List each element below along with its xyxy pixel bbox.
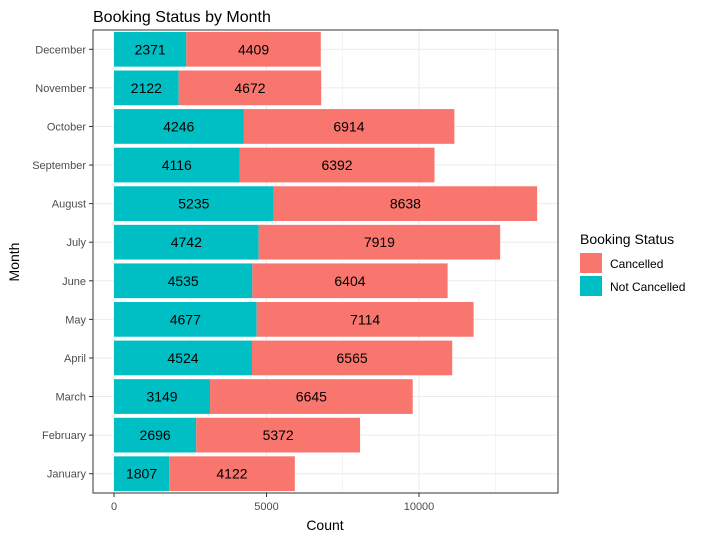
y-tick-label-november: November <box>35 83 86 95</box>
bar-cancelled-june <box>252 263 448 299</box>
legend-key-not-cancelled <box>580 276 602 296</box>
bar-not-cancelled-july <box>114 224 259 260</box>
y-tick-label-august: August <box>52 199 86 211</box>
data-label-not-cancelled-may: 4677 <box>170 311 201 327</box>
data-label-not-cancelled-february: 2696 <box>140 427 171 443</box>
y-tick-label-january: January <box>47 469 87 481</box>
y-tick-label-july: July <box>66 237 86 249</box>
legend: Cancelled Not Cancelled <box>580 253 685 296</box>
data-label-cancelled-may: 7114 <box>350 311 380 327</box>
data-label-cancelled-november: 4672 <box>234 80 265 96</box>
data-label-not-cancelled-june: 4535 <box>168 273 199 289</box>
data-label-cancelled-january: 4122 <box>216 466 247 482</box>
legend-label-cancelled: Cancelled <box>610 257 663 271</box>
y-axis-ticks: January February March April May June July Augu… <box>32 44 93 481</box>
bars-layer <box>114 31 538 492</box>
bar-cancelled-march <box>210 379 413 414</box>
y-tick-label-february: February <box>42 430 87 442</box>
bar-cancelled-september <box>239 147 435 183</box>
y-tick-label-april: April <box>64 353 86 365</box>
bar-not-cancelled-december <box>114 31 187 67</box>
y-tick-label-may: May <box>65 314 86 326</box>
bar-not-cancelled-october <box>114 109 244 144</box>
y-tick-label-october: October <box>47 121 86 133</box>
y-tick-label-december: December <box>35 44 86 56</box>
data-label-cancelled-june: 6404 <box>334 273 365 289</box>
bar-cancelled-july <box>258 224 501 260</box>
bar-cancelled-january <box>169 456 295 492</box>
bar-not-cancelled-february <box>114 417 197 453</box>
bar-not-cancelled-may <box>114 302 257 337</box>
x-tick-label-10000: 10000 <box>404 501 435 513</box>
data-label-not-cancelled-december: 2371 <box>135 41 166 57</box>
data-labels-layer: 1807 4122 2696 5372 3149 6645 4524 6565 4677 7114… <box>126 41 421 481</box>
data-label-cancelled-december: 4409 <box>238 41 269 57</box>
data-label-cancelled-october: 6914 <box>333 118 364 134</box>
y-tick-label-march: March <box>55 392 86 404</box>
bar-cancelled-february <box>196 417 361 453</box>
data-label-cancelled-july: 7919 <box>364 234 395 250</box>
bar-cancelled-november <box>178 70 322 106</box>
bar-cancelled-october <box>243 109 455 144</box>
x-axis-title: Count <box>306 517 343 533</box>
data-label-not-cancelled-october: 4246 <box>163 118 194 134</box>
data-label-cancelled-august: 8638 <box>390 196 421 212</box>
data-label-not-cancelled-august: 5235 <box>178 196 209 212</box>
bar-not-cancelled-november <box>114 70 179 106</box>
y-tick-label-june: June <box>62 276 86 288</box>
bar-cancelled-may <box>256 302 474 337</box>
data-label-not-cancelled-april: 4524 <box>167 350 198 366</box>
chart-title: Booking Status by Month <box>93 9 271 26</box>
data-label-not-cancelled-july: 4742 <box>171 234 202 250</box>
bar-not-cancelled-june <box>114 263 253 299</box>
bar-cancelled-august <box>273 186 538 221</box>
x-tick-label-0: 0 <box>111 501 117 513</box>
legend-key-cancelled <box>580 253 602 273</box>
data-label-cancelled-february: 5372 <box>263 427 294 443</box>
bar-not-cancelled-august <box>114 186 274 221</box>
data-label-not-cancelled-march: 3149 <box>146 389 177 405</box>
bar-cancelled-december <box>186 31 321 67</box>
data-label-not-cancelled-september: 4116 <box>162 157 192 173</box>
data-label-cancelled-september: 6392 <box>321 157 352 173</box>
bar-cancelled-april <box>251 340 453 376</box>
data-label-not-cancelled-november: 2122 <box>131 80 162 96</box>
y-axis-title: Month <box>6 243 22 282</box>
plot-panel-border <box>92 29 559 494</box>
bar-not-cancelled-march <box>114 379 211 414</box>
x-tick-label-5000: 5000 <box>254 501 278 513</box>
data-label-cancelled-march: 6645 <box>296 389 327 405</box>
bar-not-cancelled-january <box>114 456 170 492</box>
legend-title: Booking Status <box>580 231 674 247</box>
data-label-not-cancelled-january: 1807 <box>126 466 157 482</box>
data-label-cancelled-april: 6565 <box>337 350 368 366</box>
legend-label-not-cancelled: Not Cancelled <box>610 280 685 294</box>
bar-not-cancelled-september <box>114 147 240 183</box>
x-axis-ticks: 0 5000 10000 <box>111 493 434 513</box>
bar-not-cancelled-april <box>114 340 252 376</box>
y-tick-label-september: September <box>32 160 86 172</box>
